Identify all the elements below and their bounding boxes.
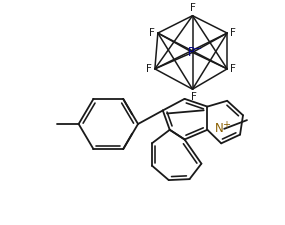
Text: F: F — [149, 28, 155, 38]
Text: F: F — [230, 28, 236, 38]
Text: F: F — [146, 64, 152, 74]
Text: +: + — [222, 120, 230, 130]
Text: −: − — [194, 44, 203, 54]
Text: F: F — [191, 92, 196, 102]
Text: N: N — [215, 122, 224, 135]
Text: F: F — [230, 64, 236, 74]
Text: P: P — [188, 46, 195, 59]
Text: F: F — [190, 3, 196, 13]
